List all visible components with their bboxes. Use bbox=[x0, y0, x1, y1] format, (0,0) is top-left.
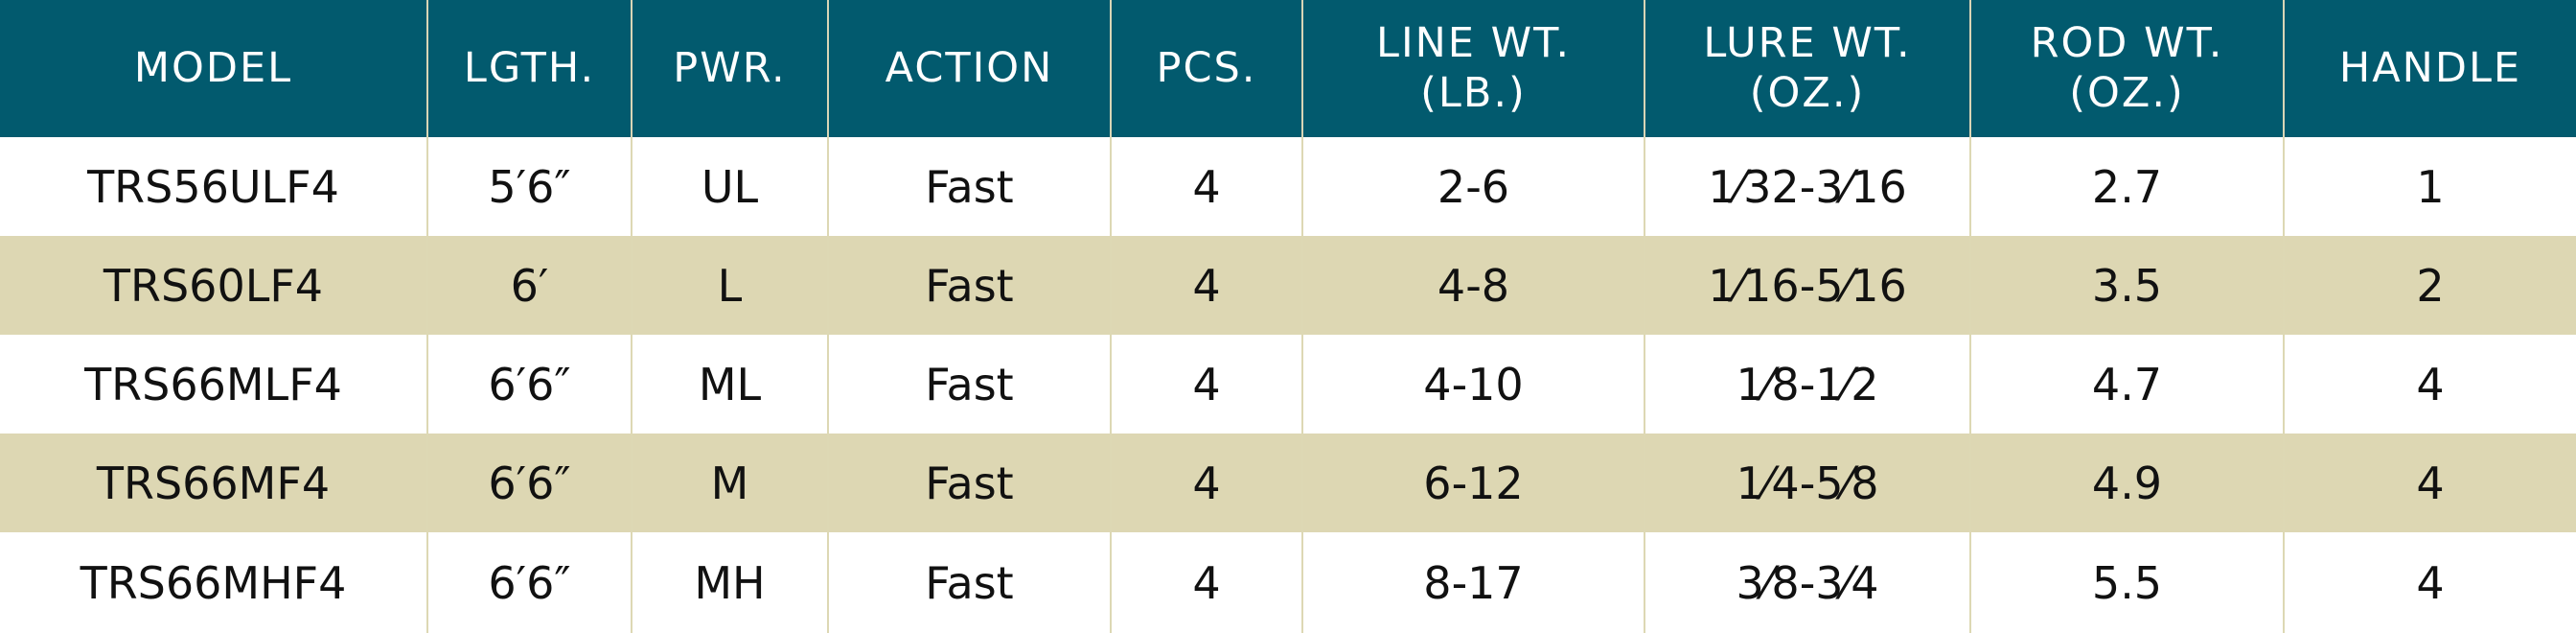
table-row: TRS60LF4 6′ L Fast 4 4-8 1⁄16-5⁄16 3.5 2 bbox=[0, 236, 2576, 335]
cell-rod-weight: 4.9 bbox=[1969, 434, 2284, 532]
cell-rod-weight: 2.7 bbox=[1969, 137, 2284, 236]
header-line-weight: LINE WT. (LB.) bbox=[1301, 0, 1644, 137]
cell-pieces: 4 bbox=[1110, 137, 1302, 236]
header-power: PWR. bbox=[631, 0, 828, 137]
cell-model: TRS66MLF4 bbox=[0, 335, 427, 434]
cell-length: 6′ bbox=[426, 236, 632, 335]
cell-power: ML bbox=[631, 335, 828, 434]
cell-model: TRS66MHF4 bbox=[0, 532, 427, 633]
cell-lure-weight: 1⁄8-1⁄2 bbox=[1644, 335, 1970, 434]
cell-handle: 2 bbox=[2283, 236, 2576, 335]
header-action: ACTION bbox=[827, 0, 1111, 137]
cell-power: UL bbox=[631, 137, 828, 236]
cell-rod-weight: 5.5 bbox=[1969, 532, 2284, 633]
table-row: TRS66MLF4 6′6″ ML Fast 4 4-10 1⁄8-1⁄2 4.… bbox=[0, 335, 2576, 434]
header-model: MODEL bbox=[0, 0, 427, 137]
cell-handle: 1 bbox=[2283, 137, 2576, 236]
cell-line-weight: 6-12 bbox=[1301, 434, 1644, 532]
cell-lure-weight: 1⁄32-3⁄16 bbox=[1644, 137, 1970, 236]
cell-action: Fast bbox=[827, 236, 1111, 335]
cell-line-weight: 2-6 bbox=[1301, 137, 1644, 236]
header-length: LGTH. bbox=[426, 0, 632, 137]
table-header: MODEL LGTH. PWR. ACTION PCS. LINE WT. (L… bbox=[0, 0, 2576, 137]
cell-power: M bbox=[631, 434, 828, 532]
cell-handle: 4 bbox=[2283, 434, 2576, 532]
cell-length: 6′6″ bbox=[426, 532, 632, 633]
cell-model: TRS56ULF4 bbox=[0, 137, 427, 236]
cell-action: Fast bbox=[827, 434, 1111, 532]
cell-line-weight: 8-17 bbox=[1301, 532, 1644, 633]
cell-handle: 4 bbox=[2283, 335, 2576, 434]
cell-handle: 4 bbox=[2283, 532, 2576, 633]
cell-line-weight: 4-10 bbox=[1301, 335, 1644, 434]
table-row: TRS56ULF4 5′6″ UL Fast 4 2-6 1⁄32-3⁄16 2… bbox=[0, 137, 2576, 236]
cell-length: 6′6″ bbox=[426, 335, 632, 434]
cell-pieces: 4 bbox=[1110, 236, 1302, 335]
cell-length: 5′6″ bbox=[426, 137, 632, 236]
cell-lure-weight: 3⁄8-3⁄4 bbox=[1644, 532, 1970, 633]
table-body: TRS56ULF4 5′6″ UL Fast 4 2-6 1⁄32-3⁄16 2… bbox=[0, 137, 2576, 633]
cell-pieces: 4 bbox=[1110, 434, 1302, 532]
cell-lure-weight: 1⁄4-5⁄8 bbox=[1644, 434, 1970, 532]
cell-action: Fast bbox=[827, 137, 1111, 236]
cell-length: 6′6″ bbox=[426, 434, 632, 532]
cell-power: L bbox=[631, 236, 828, 335]
cell-pieces: 4 bbox=[1110, 532, 1302, 633]
cell-rod-weight: 4.7 bbox=[1969, 335, 2284, 434]
cell-action: Fast bbox=[827, 532, 1111, 633]
header-handle: HANDLE bbox=[2283, 0, 2576, 137]
header-pieces: PCS. bbox=[1110, 0, 1302, 137]
table-row: TRS66MF4 6′6″ M Fast 4 6-12 1⁄4-5⁄8 4.9 … bbox=[0, 434, 2576, 532]
cell-lure-weight: 1⁄16-5⁄16 bbox=[1644, 236, 1970, 335]
table-row: TRS66MHF4 6′6″ MH Fast 4 8-17 3⁄8-3⁄4 5.… bbox=[0, 532, 2576, 633]
cell-pieces: 4 bbox=[1110, 335, 1302, 434]
cell-line-weight: 4-8 bbox=[1301, 236, 1644, 335]
cell-model: TRS60LF4 bbox=[0, 236, 427, 335]
cell-rod-weight: 3.5 bbox=[1969, 236, 2284, 335]
header-row: MODEL LGTH. PWR. ACTION PCS. LINE WT. (L… bbox=[0, 0, 2576, 137]
cell-model: TRS66MF4 bbox=[0, 434, 427, 532]
header-rod-weight: ROD WT. (OZ.) bbox=[1969, 0, 2284, 137]
header-lure-weight: LURE WT. (OZ.) bbox=[1644, 0, 1970, 137]
cell-power: MH bbox=[631, 532, 828, 633]
cell-action: Fast bbox=[827, 335, 1111, 434]
